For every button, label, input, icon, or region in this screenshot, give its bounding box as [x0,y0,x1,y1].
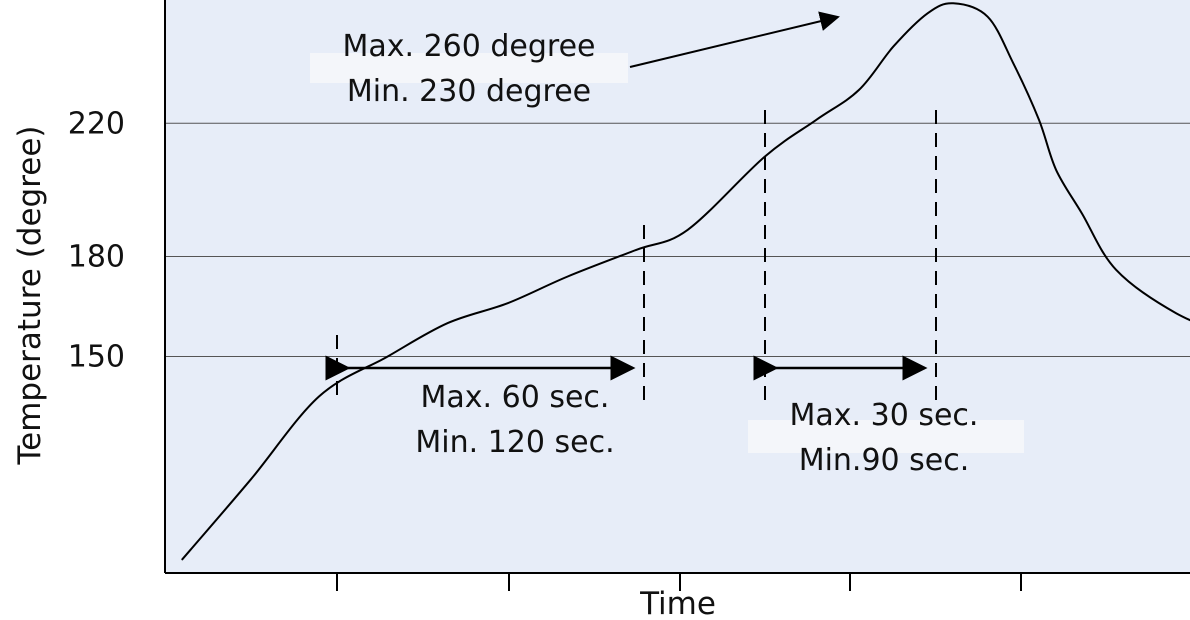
y-tick-label-150: 150 [68,339,125,374]
reflow-annotation-line-2: Min.90 sec. [799,443,970,478]
peak-annotation: Max. 260 degree Min. 230 degree [310,11,840,109]
y-tick-label-180: 180 [68,240,125,275]
peak-pointer-arrow [629,11,840,68]
y-axis-label: Temperature (degree) [12,125,48,465]
preheat-annotation: Max. 60 sec. Min. 120 sec. [415,380,614,460]
peak-annotation-line-2: Min. 230 degree [347,74,591,109]
peak-annotation-box [310,53,628,83]
reflow-annotation-line-1: Max. 30 sec. [790,398,979,433]
preheat-duration-marker [325,225,645,402]
x-axis-label: Time [639,586,716,620]
y-tick-labels: 150 180 220 [68,106,125,374]
x-axis-ticks [336,573,1022,591]
y-tick-label-220: 220 [68,106,125,141]
reflow-annotation-box [748,420,1024,453]
plot-area [165,0,1190,573]
preheat-annotation-line-2: Min. 120 sec. [415,425,614,460]
peak-annotation-line-1: Max. 260 degree [342,29,595,64]
reflow-annotation: Max. 30 sec. Min.90 sec. [748,398,1024,478]
preheat-annotation-line-1: Max. 60 sec. [421,380,610,415]
reflow-duration-marker [753,110,937,402]
